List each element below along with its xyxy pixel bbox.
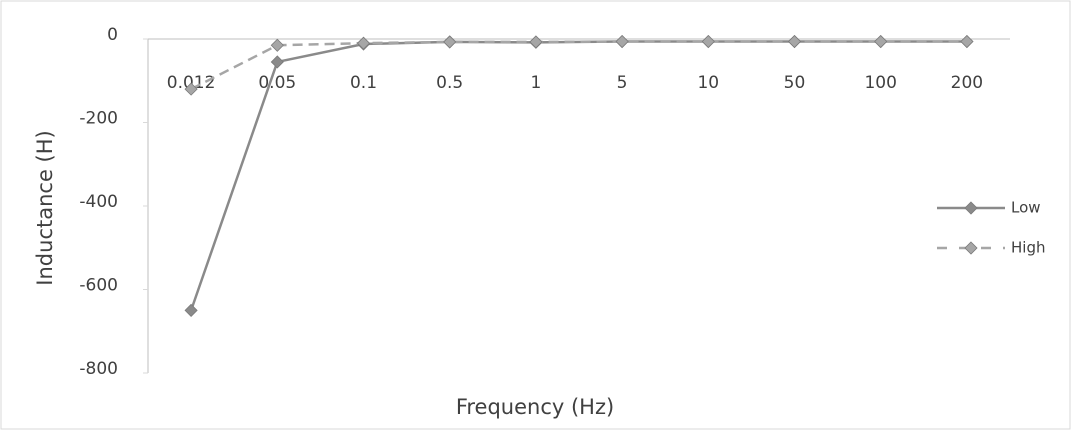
data-point — [443, 35, 457, 49]
data-point — [787, 34, 802, 49]
data-point — [184, 82, 198, 96]
x-tick-label: 0.1 — [350, 73, 377, 93]
legend-label: High — [1011, 239, 1045, 257]
data-point — [960, 34, 974, 49]
data-point — [184, 303, 198, 317]
data-point — [874, 34, 888, 49]
x-tick-label: 1 — [530, 73, 541, 93]
y-tick-label: -800 — [79, 359, 118, 379]
series-line — [189, 40, 967, 311]
data-point — [529, 35, 543, 49]
y-tick-label: 0 — [107, 25, 118, 45]
data-point — [356, 36, 371, 50]
x-tick-label: 200 — [951, 73, 983, 93]
data-point — [615, 34, 629, 49]
y-tick-label: -400 — [79, 192, 118, 212]
x-tick-label: 10 — [697, 73, 719, 93]
legend-label: Low — [1011, 199, 1041, 217]
legend-marker — [964, 201, 978, 215]
data-point — [270, 55, 284, 69]
y-tick-label: -200 — [79, 109, 118, 129]
data-point — [270, 38, 284, 52]
y-tick-label: -600 — [79, 276, 118, 296]
y-axis-title: Inductance (H) — [33, 130, 57, 285]
x-tick-label: 50 — [784, 73, 806, 93]
series-line — [190, 40, 967, 91]
x-tick-label: 100 — [864, 73, 896, 93]
x-tick-label: 0.5 — [436, 73, 463, 93]
x-tick-label: 0.05 — [258, 73, 296, 93]
x-axis-title: Frequency (Hz) — [456, 395, 614, 419]
legend-marker — [964, 241, 978, 255]
data-point — [701, 34, 715, 49]
x-tick-label: 5 — [617, 73, 628, 93]
